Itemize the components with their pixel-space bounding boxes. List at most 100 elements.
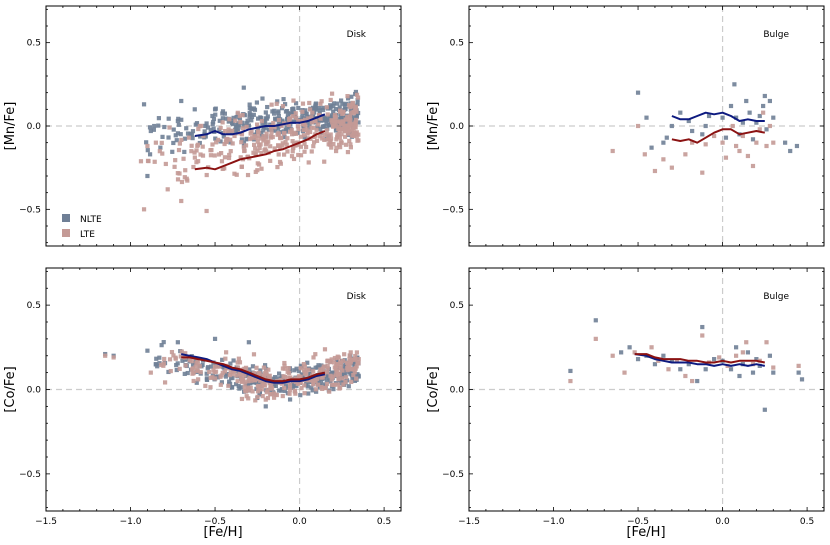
data-point-nlte	[249, 118, 254, 123]
data-point-lte	[312, 134, 317, 139]
data-point-lte	[283, 139, 288, 145]
trend-line-lte	[671, 128, 765, 144]
data-point-lte	[281, 374, 286, 379]
data-point-nlte	[263, 404, 268, 409]
data-point-nlte	[276, 109, 281, 114]
data-point-nlte	[345, 96, 351, 101]
data-point-lte	[324, 381, 330, 387]
data-point-lte	[276, 152, 281, 157]
legend-swatch-lte	[62, 229, 70, 237]
data-point-lte	[326, 358, 331, 364]
data-point-nlte	[291, 106, 296, 111]
data-point-nlte	[317, 105, 322, 111]
data-point-nlte	[147, 125, 153, 130]
data-point-nlte	[728, 367, 734, 372]
data-point-lte	[329, 377, 334, 382]
data-point-lte	[239, 371, 244, 376]
data-point-lte	[261, 374, 267, 379]
data-point-nlte	[271, 382, 276, 387]
data-point-nlte	[301, 125, 306, 130]
data-point-nlte	[220, 111, 225, 116]
data-point-lte	[272, 125, 277, 130]
data-point-nlte	[321, 105, 326, 110]
data-point-lte	[194, 361, 199, 366]
data-point-lte	[745, 153, 751, 159]
data-point-nlte	[194, 121, 200, 126]
data-point-lte	[239, 396, 245, 402]
data-point-lte	[218, 382, 223, 387]
data-point-lte	[302, 371, 307, 376]
data-point-nlte	[285, 113, 290, 118]
data-point-nlte	[183, 357, 188, 362]
data-point-lte	[306, 116, 311, 121]
data-point-lte	[666, 367, 671, 372]
data-point-nlte	[166, 135, 171, 140]
data-point-lte	[336, 382, 341, 387]
data-point-lte	[344, 375, 349, 380]
data-point-lte	[271, 120, 276, 126]
data-point-nlte	[342, 106, 348, 111]
data-point-nlte	[246, 340, 251, 345]
data-point-nlte	[356, 120, 361, 125]
data-point-lte	[333, 119, 338, 124]
data-point-lte	[269, 134, 274, 139]
data-point-lte	[275, 132, 280, 137]
data-point-lte	[347, 356, 352, 362]
y-tick-label: 0.5	[450, 39, 464, 49]
data-point-lte	[327, 389, 332, 394]
data-point-lte	[652, 168, 658, 174]
data-point-lte	[253, 152, 258, 157]
data-point-lte	[169, 349, 175, 355]
data-point-lte	[302, 383, 307, 388]
data-point-nlte	[350, 376, 355, 381]
data-point-lte	[309, 120, 315, 125]
data-point-nlte	[247, 102, 252, 107]
data-point-lte	[354, 376, 359, 381]
data-point-nlte	[249, 106, 254, 112]
data-point-lte	[328, 373, 333, 378]
data-point-lte	[267, 373, 272, 378]
data-point-lte	[195, 358, 200, 363]
data-point-lte	[279, 135, 284, 141]
data-point-lte	[322, 132, 327, 137]
data-point-lte	[301, 127, 306, 133]
data-point-nlte	[222, 111, 227, 116]
data-point-nlte	[258, 115, 263, 120]
data-point-nlte	[635, 357, 641, 362]
panel-label: Bulge	[763, 30, 789, 40]
data-point-lte	[635, 123, 641, 129]
data-point-lte	[208, 153, 214, 158]
data-point-nlte	[254, 380, 259, 385]
data-point-lte	[306, 367, 311, 372]
data-point-lte	[280, 104, 286, 109]
data-point-nlte	[237, 116, 243, 121]
data-point-lte	[337, 135, 342, 140]
data-point-nlte	[204, 121, 209, 126]
data-point-lte	[325, 366, 330, 371]
data-point-lte	[307, 107, 313, 112]
data-point-nlte	[161, 340, 166, 345]
data-point-nlte	[287, 397, 293, 402]
data-point-lte	[348, 145, 353, 150]
data-point-lte	[199, 123, 204, 128]
data-point-lte	[263, 142, 269, 147]
data-point-lte	[345, 114, 350, 120]
data-point-nlte	[212, 107, 218, 112]
data-point-nlte	[664, 135, 669, 140]
data-point-lte	[344, 360, 350, 365]
data-point-nlte	[158, 145, 163, 150]
data-point-lte	[208, 375, 213, 380]
x-tick-label: −1.5	[458, 517, 480, 527]
data-point-lte	[103, 353, 108, 358]
data-point-nlte	[333, 126, 339, 131]
data-point-lte	[348, 360, 353, 365]
data-point-lte	[302, 149, 307, 154]
data-point-lte	[200, 144, 205, 149]
data-point-nlte	[151, 127, 156, 132]
data-point-nlte	[344, 101, 349, 106]
data-point-lte	[342, 134, 348, 139]
data-point-nlte	[171, 140, 176, 146]
data-point-lte	[302, 391, 307, 396]
data-point-nlte	[310, 388, 315, 393]
data-point-nlte	[260, 121, 265, 127]
